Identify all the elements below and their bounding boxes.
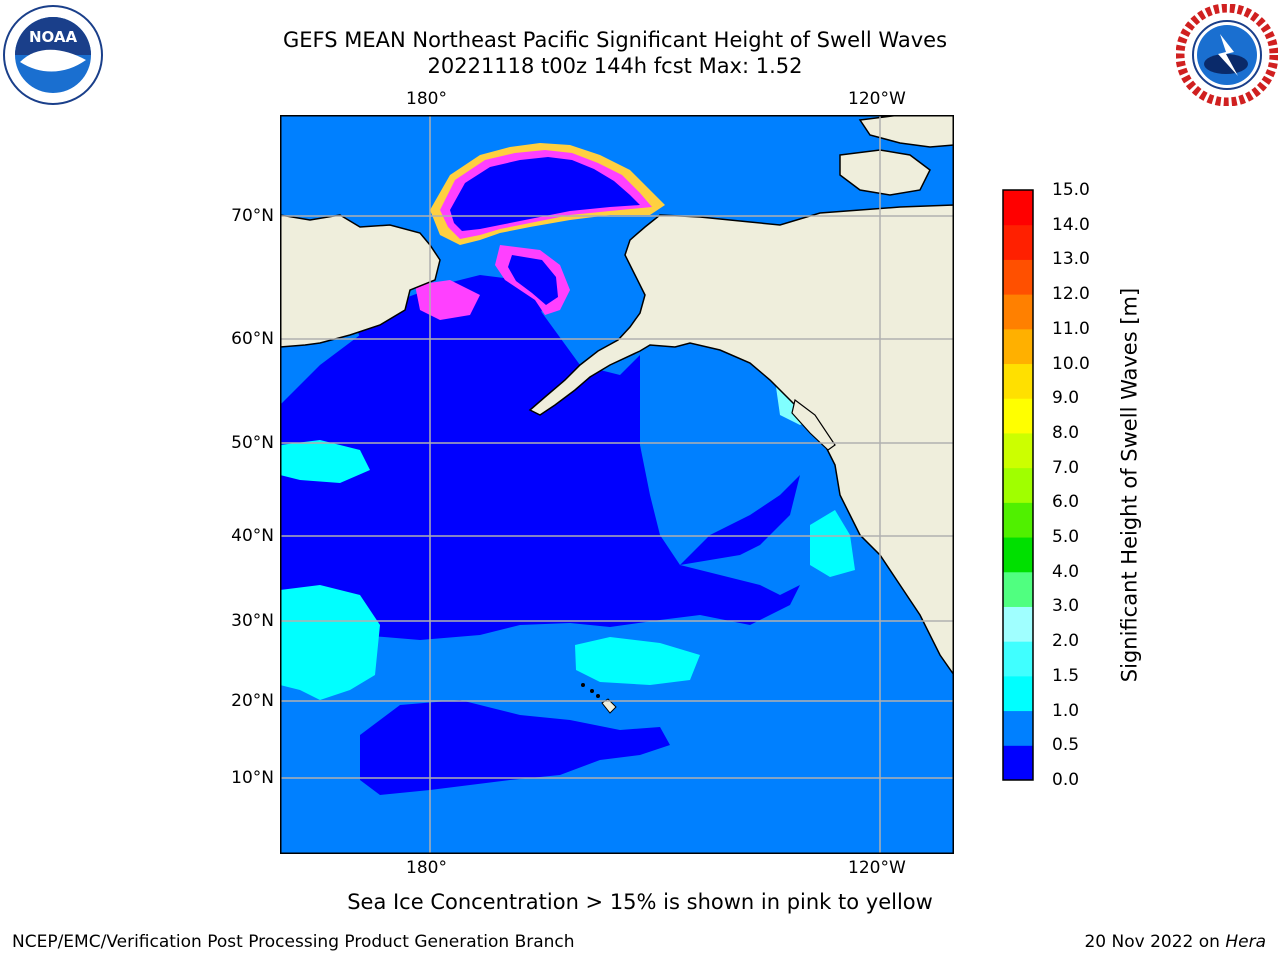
colorbar-tick-label: 11.0 (1052, 318, 1090, 339)
footer-host: Hera (1225, 932, 1266, 952)
high-swell-patch-4 (810, 510, 855, 577)
colorbar-tick-label: 9.0 (1052, 388, 1080, 409)
colorbar-label: Significant Height of Swell Waves [m] (1117, 287, 1142, 683)
footer-date: 20 Nov 2022 on Hera (1084, 932, 1266, 952)
low-swell-east (680, 475, 800, 565)
colorbar-tick-label: 1.0 (1052, 700, 1080, 721)
low-swell-subtropics (360, 700, 670, 795)
colorbar-segment (1003, 675, 1033, 712)
colorbar-tick-label: 0.0 (1052, 770, 1080, 790)
lat-label-70n: 70°N (231, 206, 274, 226)
colorbar-tick-label: 8.0 (1052, 422, 1080, 443)
colorbar-tick-label: 3.0 (1052, 596, 1080, 617)
footer-date-text: 20 Nov 2022 on (1084, 932, 1220, 952)
lon-label-bottom-120w: 120°W (848, 858, 906, 878)
colorbar-segment (1003, 224, 1033, 260)
colorbar-segment (1003, 190, 1033, 226)
lat-label-40n: 40°N (231, 526, 274, 546)
colorbar-segment (1003, 432, 1033, 469)
colorbar-segment (1003, 259, 1033, 295)
high-swell-patch-1 (280, 440, 370, 483)
noaa-logo: NOAA (3, 5, 103, 105)
low-swell-north-pacific (280, 295, 800, 640)
colorbar-tick-label: 4.0 (1052, 561, 1080, 582)
colorbar-tick-label: 5.0 (1052, 527, 1080, 548)
high-swell-patch-2 (280, 585, 380, 700)
colorbar-segment (1003, 502, 1033, 538)
lon-label-bottom-180: 180° (406, 858, 447, 878)
bering-strait-open (508, 255, 558, 305)
lat-label-30n: 30°N (231, 611, 274, 631)
sea-ice-note: Sea Ice Concentration > 15% is shown in … (347, 890, 933, 914)
sea-ice-siberia-edge (415, 280, 480, 320)
land-vancouver-island (791, 398, 836, 451)
colorbar-segment (1003, 537, 1033, 573)
lat-label-20n: 20°N (231, 691, 274, 711)
land-alaska-canada (528, 204, 954, 677)
lat-label-50n: 50°N (231, 433, 274, 453)
colorbar-tick-label: 0.5 (1052, 735, 1080, 756)
land-arctic-islands (839, 149, 931, 196)
colorbar-segment (1003, 571, 1033, 607)
colorbar-segment (1003, 398, 1033, 434)
colorbar (1002, 189, 1034, 781)
colorbar-segment (1003, 294, 1033, 330)
colorbar-segment (1003, 467, 1033, 503)
colorbar-segment (1003, 641, 1033, 677)
lon-label-top-180: 180° (406, 89, 447, 109)
footer-credit: NCEP/EMC/Verification Post Processing Pr… (12, 932, 575, 952)
chart-title: GEFS MEAN Northeast Pacific Significant … (282, 28, 948, 52)
colorbar-tick-label: 2.0 (1052, 631, 1080, 652)
colorbar-tick-label: 6.0 (1052, 492, 1080, 513)
land-hawaii-islets (581, 683, 585, 687)
lat-label-60n: 60°N (231, 329, 274, 349)
nws-logo (1176, 4, 1278, 106)
lon-label-top-120w: 120°W (848, 89, 906, 109)
noaa-logo-text: NOAA (29, 28, 78, 46)
colorbar-segment (1003, 328, 1033, 365)
land-arctic-islands-2 (858, 115, 954, 148)
colorbar-segment (1003, 363, 1033, 399)
arctic-ocean-open (450, 157, 640, 231)
colorbar-segment (1003, 606, 1033, 642)
colorbar-tick-label: 7.0 (1052, 457, 1080, 478)
lat-label-10n: 10°N (231, 768, 274, 788)
colorbar-tick-label: 13.0 (1052, 249, 1090, 270)
colorbar-segment (1003, 710, 1033, 746)
high-swell-patch-3 (575, 637, 700, 685)
land-siberia (280, 214, 441, 348)
colorbar-segment (1003, 745, 1033, 781)
colorbar-tick-label: 15.0 (1052, 180, 1090, 200)
chart-subtitle: 20221118 t00z 144h fcst Max: 1.52 (427, 54, 803, 78)
map (280, 115, 954, 854)
colorbar-tick-label: 12.0 (1052, 284, 1090, 305)
colorbar-tick-label: 14.0 (1052, 214, 1090, 235)
colorbar-tick-label: 1.5 (1052, 665, 1080, 686)
colorbar-tick-label: 10.0 (1052, 353, 1090, 374)
